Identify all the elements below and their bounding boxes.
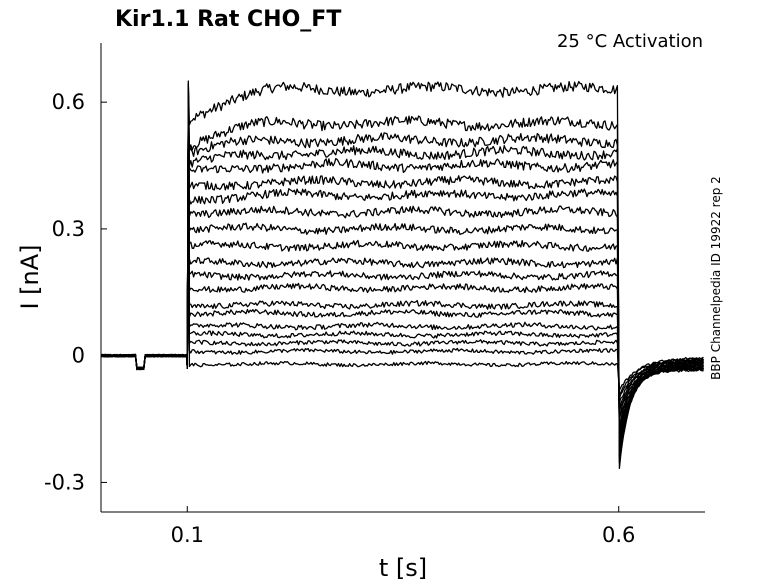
- y-tick-label: 0: [72, 344, 85, 368]
- y-tick-label: -0.3: [44, 470, 85, 494]
- current-trace-15: [100, 111, 704, 412]
- current-trace-20: [100, 122, 704, 392]
- axes: [100, 43, 705, 513]
- current-trace-10: [100, 100, 705, 433]
- current-trace-4: [100, 87, 704, 458]
- current-trace-13: [100, 107, 704, 420]
- chart-subtitle: 25 °C Activation: [557, 31, 703, 52]
- current-trace-18: [100, 118, 705, 399]
- current-traces: [100, 80, 705, 470]
- x-ticks: 0.1 0.6: [171, 506, 635, 547]
- y-tick-label: 0.3: [52, 217, 85, 241]
- current-trace-14: [100, 109, 705, 417]
- current-trace-6: [100, 91, 705, 449]
- current-trace-19: [100, 120, 705, 395]
- chart-title: Kir1.1 Rat CHO_FT: [115, 7, 341, 32]
- x-tick-label: 0.1: [171, 523, 204, 547]
- current-trace-2: [100, 82, 704, 464]
- y-axis-label: I [nA]: [16, 244, 44, 309]
- current-trace-9: [100, 98, 704, 438]
- current-trace-12: [100, 104, 705, 424]
- current-trace-3: [100, 84, 705, 460]
- current-trace-1: [100, 80, 704, 470]
- current-trace-5: [100, 89, 704, 452]
- current-trace-17: [100, 115, 705, 404]
- x-tick-label: 0.6: [602, 523, 635, 547]
- current-trace-11: [101, 102, 704, 430]
- x-axis-label: t [s]: [379, 554, 427, 582]
- channelpedia-id-label: BBP Channelpedia ID 19922 rep 2: [709, 176, 723, 380]
- current-trace-7: [100, 93, 704, 444]
- y-ticks: -0.3 0 0.3 0.6: [44, 90, 107, 494]
- current-trace-8: [100, 95, 704, 440]
- y-tick-label: 0.6: [52, 90, 85, 114]
- current-trace-16: [100, 113, 704, 409]
